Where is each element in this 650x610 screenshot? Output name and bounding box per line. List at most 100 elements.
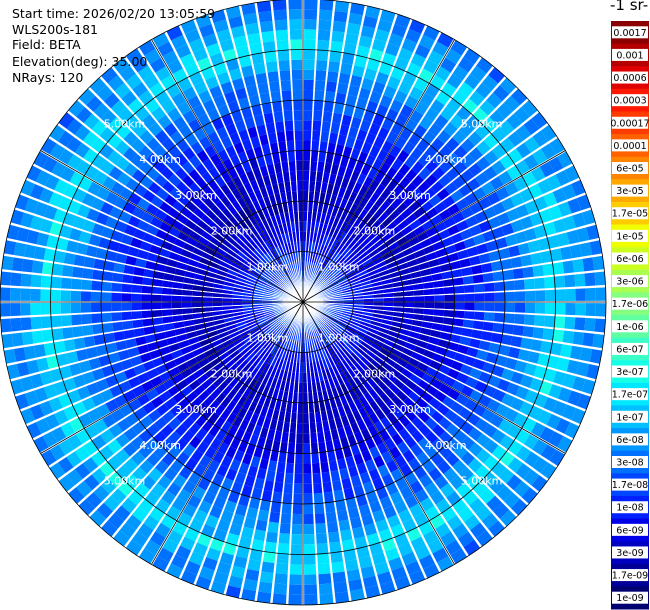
data-gate (368, 123, 381, 136)
data-gate (113, 331, 126, 342)
data-gate (340, 383, 349, 395)
data-gate (304, 19, 317, 30)
data-gate (310, 330, 316, 341)
data-gate (284, 212, 291, 223)
data-gate (303, 523, 315, 535)
colorbar-tick-box (612, 275, 648, 288)
data-gate (492, 201, 506, 215)
data-gate (93, 170, 108, 186)
data-gate (132, 275, 144, 285)
data-gate (410, 325, 422, 333)
data-gate (272, 183, 280, 195)
data-gate (320, 325, 329, 335)
data-gate (344, 200, 354, 212)
data-gate (212, 292, 223, 298)
data-gate (397, 373, 409, 385)
data-gate (247, 389, 257, 401)
data-gate (585, 287, 596, 301)
range-ring-label: 2.00km (354, 367, 396, 380)
data-gate (1, 255, 14, 271)
data-gate (3, 240, 17, 256)
data-gate (138, 40, 156, 56)
data-gate (404, 182, 417, 195)
data-gate (303, 140, 311, 151)
data-gate (501, 368, 515, 381)
data-gate (460, 206, 474, 219)
data-gate (327, 356, 335, 367)
data-gate (261, 102, 273, 115)
data-gate (450, 189, 464, 203)
data-gate (487, 216, 501, 229)
data-gate (210, 204, 222, 216)
data-gate (410, 271, 422, 279)
data-gate (202, 33, 218, 48)
data-gate (303, 423, 310, 434)
data-gate (413, 124, 427, 139)
data-gate (303, 392, 308, 403)
data-gate (272, 248, 280, 259)
data-gate (300, 352, 303, 363)
data-gate (86, 95, 103, 112)
data-gate (205, 383, 217, 395)
data-gate (281, 359, 288, 371)
data-gate (80, 291, 92, 302)
data-gate (252, 236, 262, 247)
data-gate (275, 214, 282, 226)
data-gate (186, 357, 198, 368)
data-gate (105, 375, 119, 388)
data-gate (100, 201, 114, 215)
data-gate (111, 230, 124, 242)
data-gate (413, 368, 426, 379)
data-gate (179, 465, 193, 480)
data-gate (480, 331, 493, 342)
data-gate (562, 260, 575, 274)
data-gate (466, 178, 481, 192)
data-gate (214, 175, 226, 188)
data-gate (419, 92, 435, 107)
data-gate (516, 445, 532, 462)
colorbar-tick-box (612, 456, 648, 468)
data-gate (221, 113, 234, 127)
data-gate (195, 414, 208, 428)
data-gate (410, 403, 423, 416)
data-gate (108, 166, 123, 181)
data-gate (224, 252, 236, 262)
data-gate (506, 474, 523, 491)
data-gate (148, 467, 163, 482)
data-gate (0, 318, 12, 333)
data-gate (212, 306, 223, 312)
data-gate (20, 303, 31, 316)
data-gate (491, 365, 505, 378)
data-gate (348, 12, 363, 26)
data-gate (146, 137, 161, 152)
data-gate (371, 552, 387, 566)
data-gate (418, 423, 432, 437)
data-gate (476, 433, 491, 448)
data-gate (372, 433, 384, 446)
data-gate (428, 258, 440, 268)
data-gate (111, 181, 125, 196)
data-gate (152, 556, 169, 572)
data-gate (70, 290, 82, 302)
data-gate (346, 325, 357, 333)
data-gate (256, 124, 267, 136)
data-gate (270, 215, 278, 227)
data-gate (390, 122, 404, 136)
data-gate (468, 147, 483, 162)
data-gate (385, 547, 400, 562)
data-gate (125, 474, 141, 489)
data-gate (506, 382, 520, 396)
data-gate (248, 214, 258, 226)
data-gate (270, 142, 279, 154)
data-gate (335, 92, 347, 105)
data-gate (293, 211, 299, 222)
data-gate (50, 315, 62, 328)
data-gate (595, 287, 606, 301)
data-gate (125, 73, 142, 90)
data-gate (274, 323, 283, 332)
data-gate (207, 108, 221, 122)
data-gate (217, 380, 229, 392)
data-gate (318, 9, 333, 21)
data-gate (281, 90, 292, 102)
data-gate (93, 418, 108, 434)
